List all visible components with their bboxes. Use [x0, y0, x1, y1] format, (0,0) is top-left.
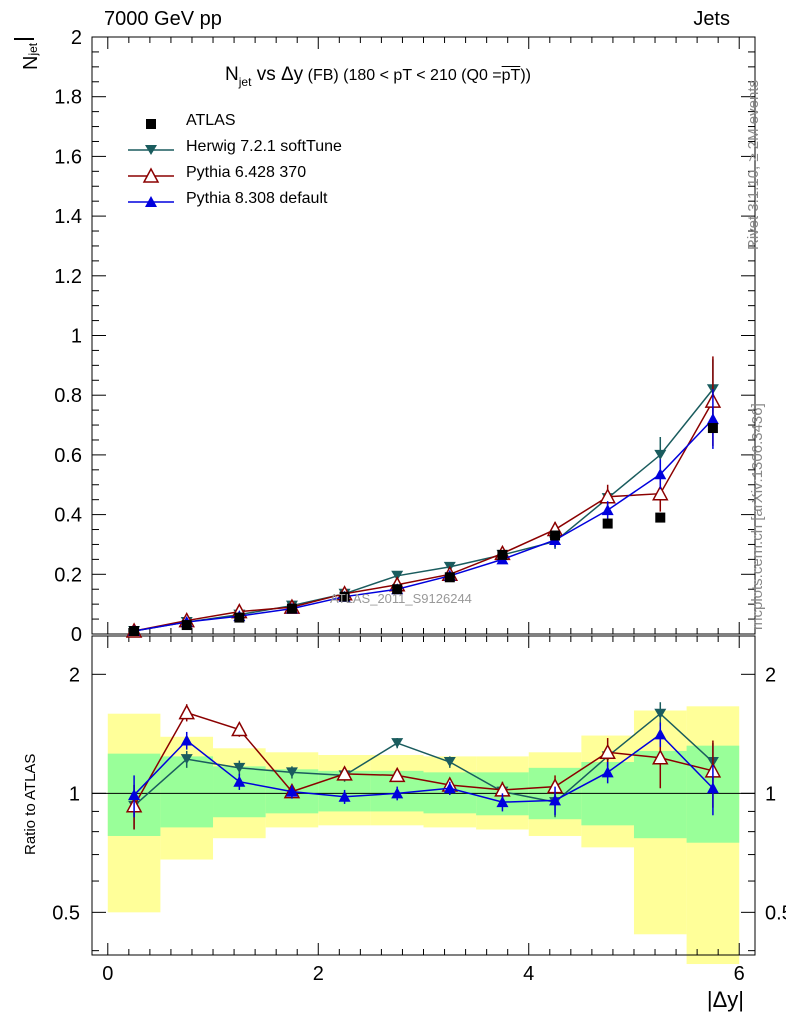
ratio-point-pythia6: [599, 743, 616, 760]
point-atlas: [550, 530, 561, 541]
ratio-y-tick-label: 0.5: [52, 902, 80, 924]
series-line-pythia8: [133, 418, 714, 632]
ratio-point-pythia8: [443, 782, 456, 794]
ratio-point-pythia6: [231, 720, 248, 737]
point-atlas: [129, 626, 140, 637]
ratio-line-pythia8: [133, 733, 714, 803]
ratio-point-herwig: [654, 708, 667, 719]
point-herwig: [654, 449, 667, 460]
y-axis-label-n: N: [20, 55, 42, 70]
ratio-point-pythia8: [496, 796, 509, 808]
ratio-y-tick-label: 1: [69, 783, 80, 805]
ratio-point-pythia8: [128, 789, 141, 801]
y-axis-label-overbar: [14, 38, 34, 40]
y-tick-label: 0.4: [54, 505, 82, 527]
y-tick-label: 0.8: [54, 385, 82, 407]
series-line-herwig: [133, 388, 714, 632]
point-pythia8: [706, 413, 719, 425]
title-main: N: [225, 64, 239, 85]
ratio-point-pythia8: [601, 766, 614, 778]
point-atlas: [392, 584, 403, 595]
ratio-point-pythia8: [654, 728, 667, 740]
ratio-point-pythia8: [338, 790, 351, 802]
y-axis-label-sub: jet: [26, 42, 40, 56]
ratio-point-herwig: [233, 762, 246, 773]
point-atlas: [497, 549, 508, 560]
ratio-y-tick-label-right: 1: [765, 783, 776, 805]
x-tick-label: 0: [102, 963, 113, 985]
x-tick-label: 2: [313, 963, 324, 985]
ratio-point-pythia8: [233, 775, 246, 787]
point-atlas: [444, 572, 455, 583]
y-tick-label: 0.2: [54, 564, 82, 586]
ratio-point-pythia8: [391, 787, 404, 799]
y-tick-label: 1.4: [54, 206, 82, 228]
x-axis-label: |Δy|: [706, 987, 744, 1012]
side-label-rivet: Rivet 3.1.10, ≥ 2M events: [745, 80, 762, 250]
series-line-pythia6: [133, 400, 714, 632]
ratio-y-tick-label-right: 2: [765, 664, 776, 686]
y-tick-label: 0: [71, 624, 82, 646]
point-atlas: [707, 423, 718, 434]
ratio-point-herwig: [443, 757, 456, 768]
title-rest: vs Δy: [251, 64, 304, 85]
y-axis-label-ratio: Ratio to ATLAS: [22, 753, 39, 855]
x-tick-label: 6: [734, 963, 745, 985]
y-tick-label: 1.2: [54, 266, 82, 288]
title-range: (180 < pT < 210 (Q0 =: [338, 67, 502, 84]
side-label-mcplots: mcplots.cern.ch [arXiv:1306.3436]: [749, 403, 766, 630]
title-fb: (FB): [303, 67, 339, 84]
title-sub: jet: [238, 75, 252, 89]
ratio-y-tick-label-right: 0.5: [765, 902, 786, 924]
point-pythia6: [652, 485, 669, 501]
ratio-y-tick-label: 2: [69, 664, 80, 686]
point-pythia8: [601, 504, 614, 516]
legend-item-pythia8: Pythia 8.308 default: [126, 190, 386, 212]
header-left: 7000 GeV pp: [104, 8, 222, 30]
point-atlas: [286, 603, 297, 614]
y-axis-label-top: Njet: [8, 38, 43, 78]
ratio-point-herwig: [391, 738, 404, 749]
point-pythia8: [654, 468, 667, 480]
title-close: )): [520, 67, 531, 84]
point-atlas: [181, 620, 192, 631]
y-tick-label: 1.6: [54, 146, 82, 168]
ratio-point-pythia6: [652, 749, 669, 765]
y-tick-label: 1.8: [54, 87, 82, 109]
point-atlas: [339, 591, 350, 602]
ratio-band-green: [160, 756, 214, 828]
point-atlas: [602, 518, 613, 529]
ratio-point-herwig: [180, 754, 193, 765]
legend-item-atlas: ATLAS: [126, 112, 386, 134]
legend-label-herwig: Herwig 7.2.1 softTune: [186, 138, 342, 155]
legend-label-pythia6: Pythia 6.428 370: [186, 164, 307, 181]
legend-item-herwig: Herwig 7.2.1 softTune: [126, 138, 386, 160]
ratio-point-pythia6: [178, 704, 195, 720]
x-tick-label: 4: [523, 963, 534, 985]
y-tick-label: 2: [71, 27, 82, 49]
legend-label-pythia8: Pythia 8.308 default: [186, 190, 328, 207]
ratio-line-herwig: [133, 712, 714, 807]
chart-title: Njet vs Δy (FB) (180 < pT < 210 (Q0 =pT)…: [225, 64, 531, 89]
analysis-watermark: ATLAS_2011_S9126244: [330, 591, 472, 606]
point-atlas: [655, 512, 666, 523]
ratio-point-pythia8: [180, 734, 193, 746]
header-right: Jets: [693, 8, 730, 30]
point-atlas: [234, 612, 245, 623]
ratio-point-pythia8: [549, 794, 562, 806]
ratio-point-herwig: [285, 767, 298, 778]
legend-item-pythia6: Pythia 6.428 370: [126, 164, 386, 186]
ratio-point-pythia8: [706, 782, 719, 794]
ratio-point-pythia6: [336, 765, 353, 781]
y-axis-label-text: Njet: [20, 43, 43, 70]
point-herwig: [391, 570, 404, 581]
legend-label-atlas: ATLAS: [186, 112, 236, 129]
ratio-point-pythia8: [285, 785, 298, 797]
y-tick-label: 0.6: [54, 445, 82, 467]
ratio-point-pythia6: [388, 766, 406, 783]
ratio-line-pythia6: [133, 711, 714, 807]
y-tick-label: 1: [71, 326, 82, 348]
title-pt: pT: [501, 67, 521, 84]
